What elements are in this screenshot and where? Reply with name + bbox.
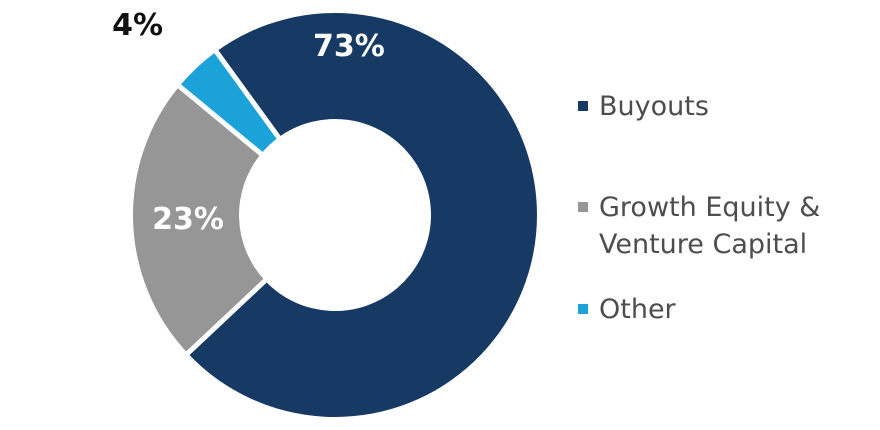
slice-label-growth-equity-venture-capital: 23% — [152, 202, 224, 237]
slice-other — [179, 51, 279, 154]
slice-buyouts — [187, 12, 537, 417]
donut-chart: 73% 23% 4% — [112, 8, 537, 417]
slice-growth-equity-venture-capital — [132, 86, 266, 354]
slice-label-buyouts: 73% — [313, 29, 385, 64]
legend-label-growth-equity: Growth Equity & Venture Capital — [599, 192, 821, 260]
slice-separator — [184, 277, 269, 357]
slice-separator — [176, 83, 265, 158]
donut-slices — [132, 12, 537, 417]
legend-label-buyouts: Buyouts — [599, 91, 709, 122]
legend-swatch-other — [578, 304, 588, 314]
slice-labels: 73% 23% 4% — [112, 8, 385, 237]
legend-swatch-buyouts — [578, 101, 588, 111]
legend-label-other: Other — [599, 294, 676, 325]
legend-swatch-growth-equity — [578, 202, 588, 212]
legend-item-buyouts: Buyouts — [578, 88, 839, 125]
slice-label-other: 4% — [112, 8, 163, 43]
slice-separator — [213, 48, 282, 141]
legend-item-other: Other — [578, 291, 839, 328]
legend-item-growth-equity: Growth Equity & Venture Capital — [578, 189, 839, 263]
